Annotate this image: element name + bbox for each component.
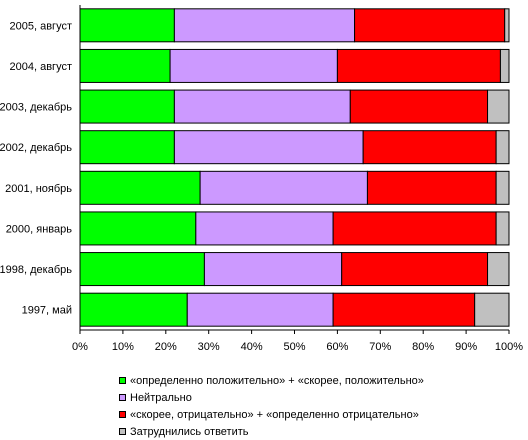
- legend-label: «скорее, отрицательно» + «определенно от…: [130, 408, 419, 421]
- bar-segment-2: [173, 89, 351, 124]
- bar-segment-4: [495, 130, 510, 165]
- bar-segment-3: [366, 170, 497, 205]
- bar-segment-4: [495, 211, 510, 246]
- bar-segment-3: [341, 252, 489, 287]
- bar-segment-4: [499, 48, 510, 83]
- x-tick-label: 30%: [198, 341, 220, 353]
- bar-segment-1: [79, 252, 205, 287]
- bar-segment-3: [336, 48, 501, 83]
- x-tick-label: 20%: [155, 341, 177, 353]
- x-tick-label: 50%: [283, 341, 305, 353]
- category-labels: 2005, август 2004, август 2003, декабрь 200…: [0, 20, 72, 316]
- bar-segment-3: [332, 211, 497, 246]
- bars-group: [79, 8, 510, 327]
- legend-label: Нейтрально: [130, 391, 192, 404]
- bar-segment-4: [487, 89, 510, 124]
- bar-segment-1: [79, 89, 175, 124]
- bar-segment-2: [173, 8, 356, 43]
- bar-segment-1: [79, 292, 188, 327]
- bar-segment-2: [199, 170, 368, 205]
- bar-segment-1: [79, 170, 201, 205]
- legend-swatch: [119, 428, 126, 435]
- category-label: 2000, январь: [6, 223, 73, 235]
- category-label: 2004, август: [10, 61, 72, 73]
- bar-segment-1: [79, 211, 197, 246]
- x-tick-label: 0%: [72, 341, 88, 353]
- legend-swatch: [119, 394, 126, 401]
- bar-segment-2: [173, 130, 364, 165]
- category-label: 1998, декабрь: [0, 264, 72, 276]
- legend-swatch: [119, 411, 126, 418]
- bar-segment-2: [203, 252, 343, 287]
- x-tick-label: 90%: [455, 341, 477, 353]
- bar-segment-2: [169, 48, 338, 83]
- legend-item-1: «определенно положительно» + «скорее, по…: [119, 372, 424, 389]
- bar-segment-3: [362, 130, 497, 165]
- category-label: 2001, ноябрь: [5, 183, 72, 195]
- legend-item-3: «скорее, отрицательно» + «определенно от…: [119, 406, 424, 423]
- legend: «определенно положительно» + «скорее, по…: [119, 372, 424, 440]
- bar-segment-1: [79, 130, 175, 165]
- x-tick-label: 100%: [495, 341, 523, 353]
- legend-swatch: [119, 377, 126, 384]
- bar-segment-3: [332, 292, 476, 327]
- category-label: 1997, май: [22, 305, 72, 317]
- bar-segment-3: [354, 8, 506, 43]
- bar-segment-2: [195, 211, 334, 246]
- bar-segment-3: [349, 89, 489, 124]
- category-label: 2005, август: [10, 20, 72, 32]
- x-tick-label: 10%: [112, 341, 134, 353]
- x-tick-label: 70%: [369, 341, 391, 353]
- legend-label: Затруднились ответить: [130, 425, 249, 438]
- x-axis: 0% 10% 20% 30% 40% 50% 60% 70% 80% 90% 100%: [72, 5, 523, 353]
- category-label: 2002, декабрь: [0, 142, 72, 154]
- bar-segment-1: [79, 48, 171, 83]
- bar-segment-4: [504, 8, 510, 43]
- x-tick-label: 40%: [241, 341, 263, 353]
- legend-label: «определенно положительно» + «скорее, по…: [130, 374, 424, 387]
- x-tick-label: 60%: [326, 341, 348, 353]
- legend-item-4: Затруднились ответить: [119, 423, 424, 440]
- bar-segment-4: [487, 252, 510, 287]
- x-tick-label: 80%: [412, 341, 434, 353]
- bar-segment-4: [474, 292, 510, 327]
- category-label: 2003, декабрь: [0, 102, 72, 114]
- bar-segment-1: [79, 8, 175, 43]
- bar-segment-2: [186, 292, 334, 327]
- legend-item-2: Нейтрально: [119, 389, 424, 406]
- bar-segment-4: [495, 170, 510, 205]
